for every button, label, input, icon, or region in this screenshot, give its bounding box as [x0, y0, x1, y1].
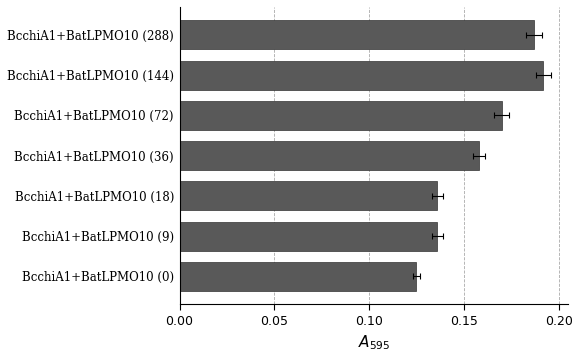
- Bar: [180, 101, 502, 130]
- Bar: [180, 141, 479, 170]
- Bar: [180, 61, 543, 90]
- Bar: [180, 181, 438, 210]
- Bar: [180, 222, 438, 251]
- X-axis label: $A_{595}$: $A_{595}$: [358, 334, 390, 352]
- Bar: [180, 20, 534, 50]
- Bar: [180, 262, 416, 291]
